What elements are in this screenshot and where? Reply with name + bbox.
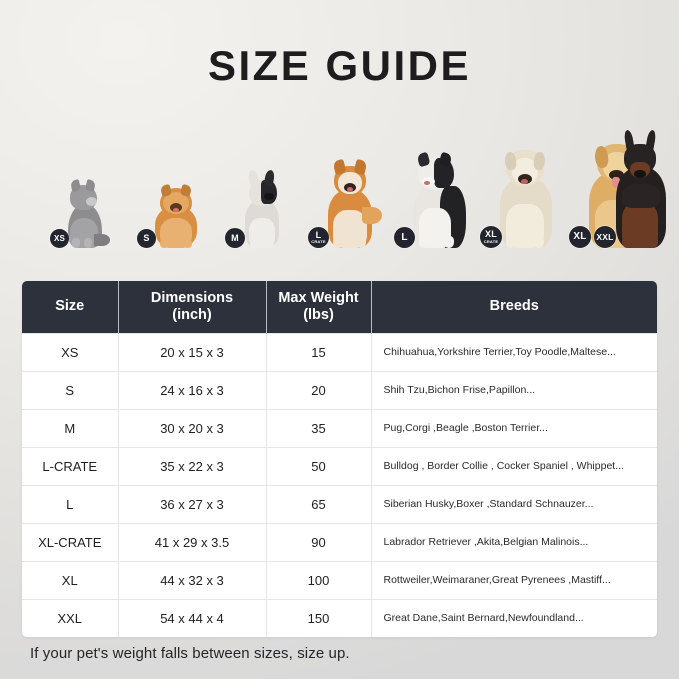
badge-l-crate: L CRATE — [308, 227, 329, 248]
table-row: L-CRATE 35 x 22 x 3 50 Bulldog , Border … — [22, 446, 657, 485]
cell-size: L — [22, 484, 118, 523]
badge-label: XXL — [596, 231, 614, 242]
table-header: Size Dimensions (inch) Max Weight (lbs) … — [22, 281, 657, 333]
table-row: XL-CRATE 41 x 29 x 3.5 90 Labrador Retri… — [22, 522, 657, 561]
cell-breeds: Labrador Retriever ,Akita,Belgian Malino… — [370, 522, 657, 561]
table-row: XS 20 x 15 x 3 15 Chihuahua,Yorkshire Te… — [22, 332, 657, 371]
cell-max-weight: 20 — [265, 370, 371, 409]
cell-size: M — [22, 408, 118, 447]
size-lineup: XS S — [22, 118, 666, 248]
table-body: XS 20 x 15 x 3 15 Chihuahua,Yorkshire Te… — [22, 332, 657, 637]
lineup-item-m: M — [222, 164, 300, 248]
table-row: M 30 x 20 x 3 35 Pug,Corgi ,Beagle ,Bost… — [22, 408, 657, 447]
dog-icon: XXL — [594, 120, 679, 248]
badge-label: L — [315, 229, 322, 240]
cell-max-weight: 65 — [265, 484, 371, 523]
badge-label: M — [231, 232, 239, 243]
column-header-sublabel: (inch) — [172, 306, 212, 323]
cell-dimensions: 36 x 27 x 3 — [117, 484, 266, 523]
badge-label: L — [401, 231, 408, 243]
cell-dimensions: 54 x 44 x 4 — [117, 598, 266, 637]
cell-dimensions: 44 x 32 x 3 — [117, 560, 266, 599]
cell-breeds: Bulldog , Border Collie , Cocker Spaniel… — [370, 446, 657, 485]
dog-icon: S — [137, 178, 207, 248]
cell-dimensions: 35 x 22 x 3 — [117, 446, 266, 485]
badge-xl: XL — [569, 226, 591, 248]
lineup-item-xs: XS — [50, 179, 120, 248]
table-header-row: Size Dimensions (inch) Max Weight (lbs) … — [22, 281, 657, 333]
cell-size: XXL — [22, 598, 118, 637]
badge-label: XS — [53, 233, 66, 243]
cell-breeds: Siberian Husky,Boxer ,Standard Schnauzer… — [370, 484, 657, 523]
lineup-item-xl-crate: XL CRATE — [480, 132, 572, 248]
cell-size: XS — [22, 332, 118, 371]
badge-xl-crate: XL CRATE — [480, 226, 502, 248]
cell-breeds: Great Dane,Saint Bernard,Newfoundland... — [370, 598, 657, 637]
footer-note: If your pet's weight falls between sizes… — [30, 645, 350, 662]
lineup-item-s: S — [137, 178, 213, 248]
table-row: L 36 x 27 x 3 65 Siberian Husky,Boxer ,S… — [22, 484, 657, 523]
column-header-label: Size — [55, 298, 85, 315]
size-table-container: Size Dimensions (inch) Max Weight (lbs) … — [22, 281, 657, 637]
badge-sublabel: CRATE — [311, 239, 326, 245]
badge-sublabel: CRATE — [483, 238, 499, 244]
dog-icon: L — [394, 138, 476, 248]
badge-xs: XS — [50, 229, 69, 248]
cell-breeds: Rottweiler,Weimaraner,Great Pyrenees ,Ma… — [370, 560, 657, 599]
cell-max-weight: 90 — [265, 522, 371, 561]
cell-breeds: Chihuahua,Yorkshire Terrier,Toy Poodle,M… — [370, 332, 657, 371]
page-title: SIZE GUIDE — [207, 42, 472, 89]
size-table: Size Dimensions (inch) Max Weight (lbs) … — [22, 281, 657, 637]
column-header-sublabel: (lbs) — [303, 306, 334, 323]
cell-breeds: Pug,Corgi ,Beagle ,Boston Terrier... — [370, 408, 657, 447]
cell-dimensions: 30 x 20 x 3 — [117, 408, 266, 447]
cell-max-weight: 35 — [265, 408, 371, 447]
column-header-breeds: Breeds — [370, 281, 657, 333]
column-header-label: Max Weight — [278, 289, 359, 306]
badge-xxl: XXL — [594, 226, 616, 248]
cell-dimensions: 24 x 16 x 3 — [117, 370, 266, 409]
badge-label: XL — [573, 231, 587, 242]
dog-icon: L CRATE — [308, 148, 386, 248]
column-header-size: Size — [22, 281, 118, 333]
cell-dimensions: 41 x 29 x 3.5 — [117, 522, 266, 561]
lineup-item-l: L — [394, 138, 482, 248]
lineup-item-l-crate: L CRATE — [307, 148, 393, 248]
dog-icon: XL CRATE — [480, 132, 566, 248]
badge-label: S — [143, 233, 150, 243]
badge-m: M — [225, 228, 245, 248]
dog-icon: M — [225, 164, 291, 248]
column-header-label: Breeds — [489, 298, 539, 315]
badge-label: XL — [485, 229, 497, 240]
cell-size: S — [22, 370, 118, 409]
column-header-dimensions: Dimensions (inch) — [117, 281, 266, 333]
cell-max-weight: 150 — [265, 598, 371, 637]
lineup-item-xxl-art: XXL — [594, 120, 679, 248]
cell-dimensions: 20 x 15 x 3 — [117, 332, 266, 371]
badge-l: L — [394, 227, 415, 248]
badge-s: S — [137, 229, 156, 248]
cell-size: L-CRATE — [22, 446, 118, 485]
cell-breeds: Shih Tzu,Bichon Frise,Papillon... — [370, 370, 657, 409]
column-header-max-weight: Max Weight (lbs) — [265, 281, 371, 333]
table-row: XXL 54 x 44 x 4 150 Great Dane,Saint Ber… — [22, 598, 657, 637]
table-row: S 24 x 16 x 3 20 Shih Tzu,Bichon Frise,P… — [22, 370, 657, 409]
cell-size: XL-CRATE — [22, 522, 118, 561]
cell-max-weight: 15 — [265, 332, 371, 371]
cat-icon: XS — [50, 179, 114, 248]
table-row: XL 44 x 32 x 3 100 Rottweiler,Weimaraner… — [22, 560, 657, 599]
column-header-label: Dimensions — [150, 289, 234, 306]
cell-max-weight: 50 — [265, 446, 371, 485]
cell-max-weight: 100 — [265, 560, 371, 599]
cell-size: XL — [22, 560, 118, 599]
